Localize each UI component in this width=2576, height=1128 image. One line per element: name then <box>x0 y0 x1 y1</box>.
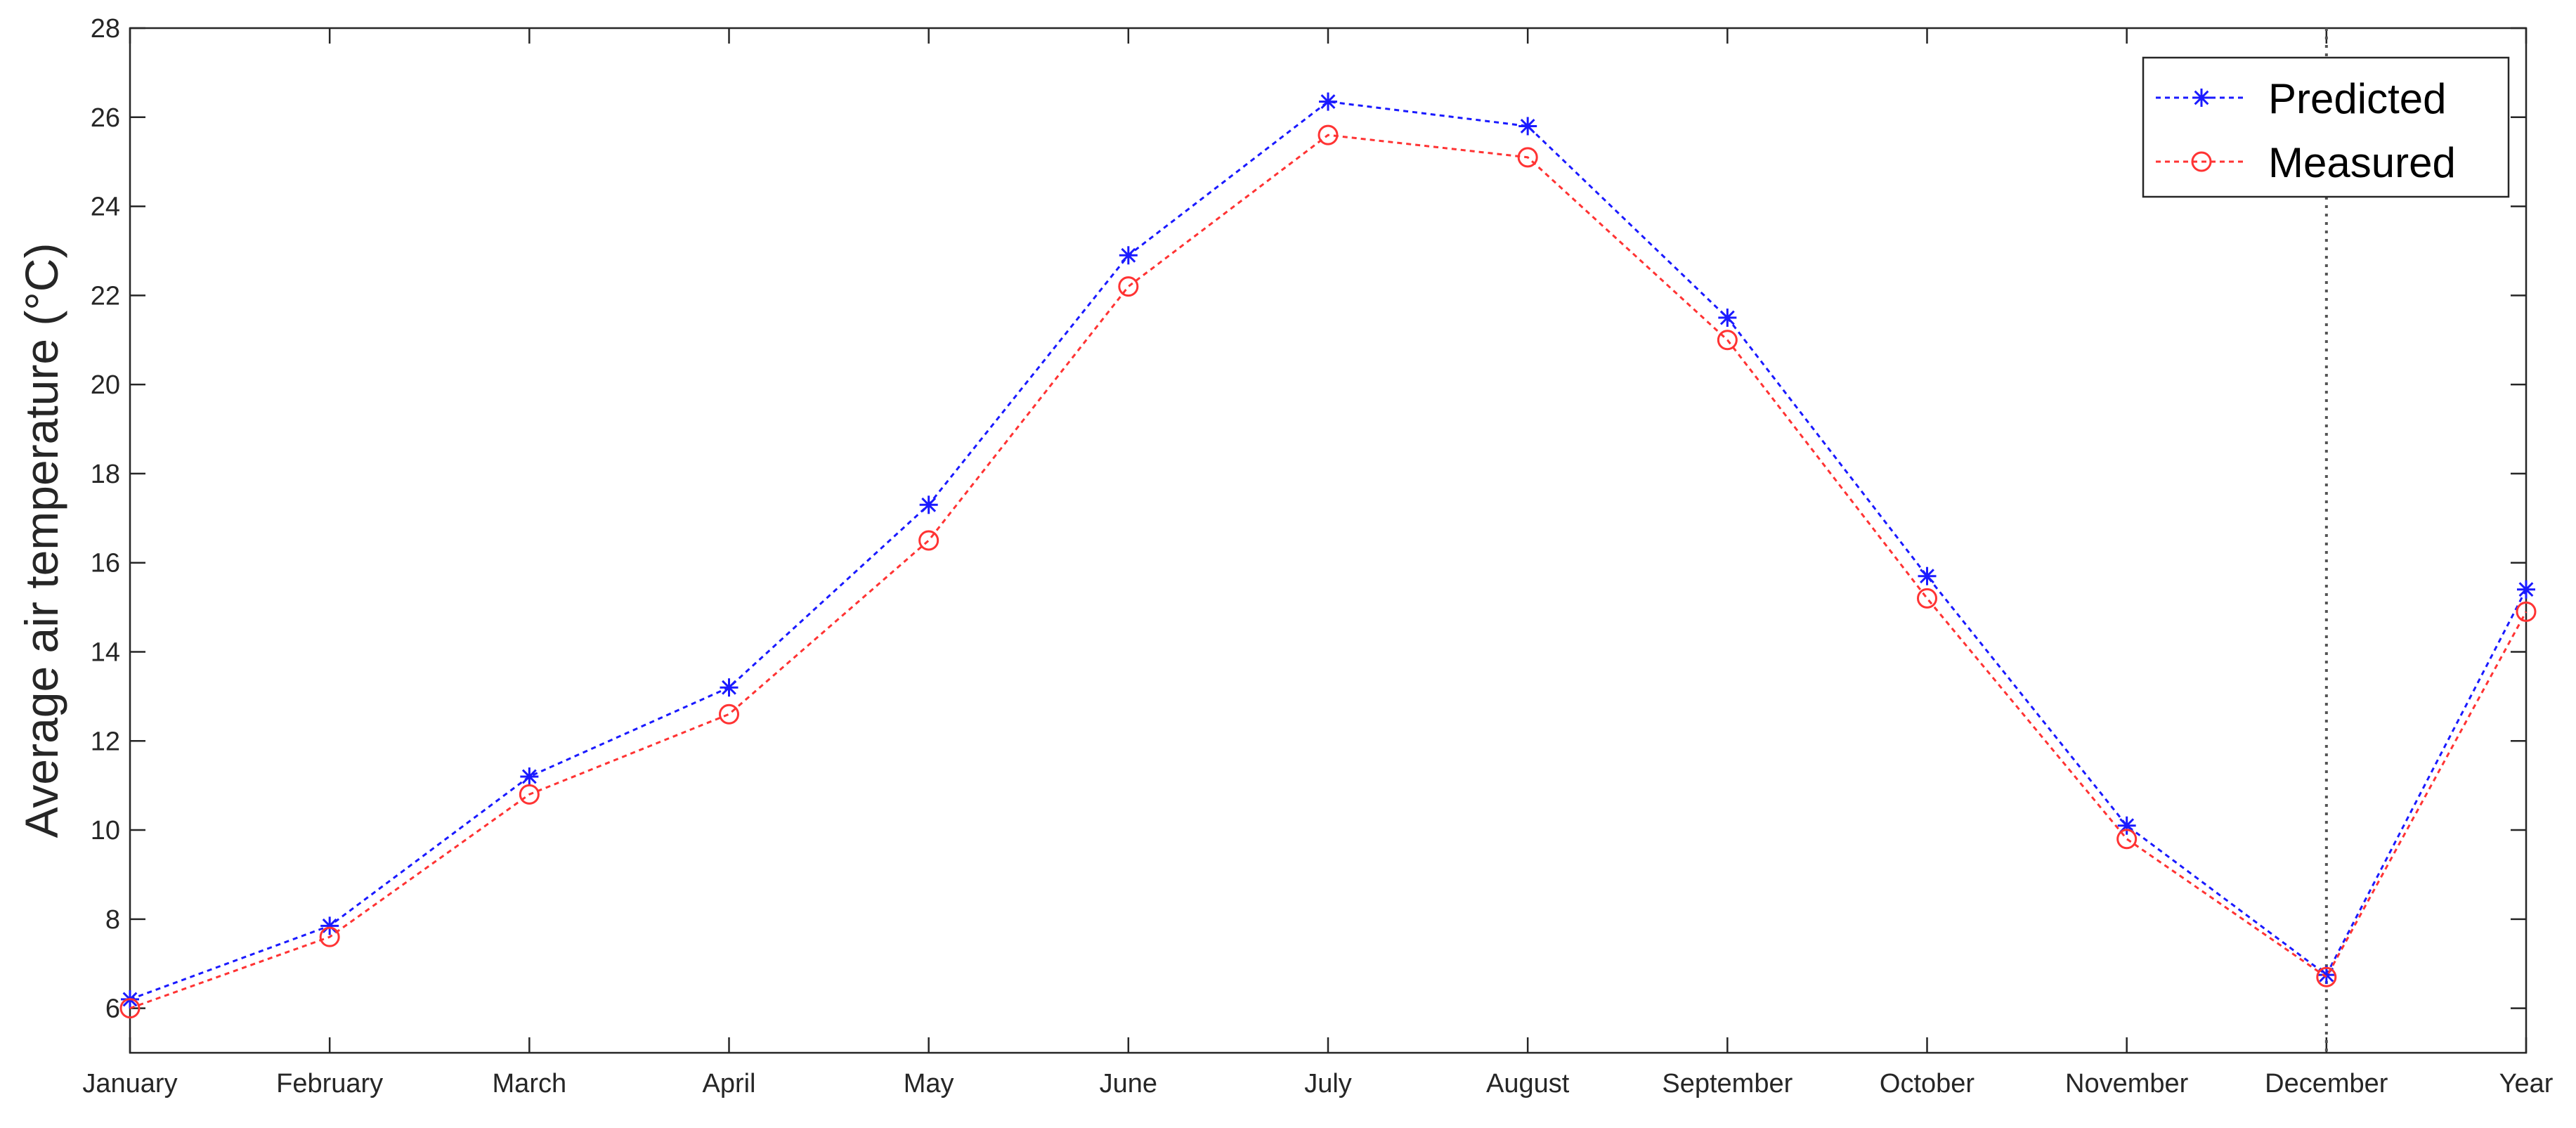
legend-box <box>2142 56 2510 198</box>
data-point-measured <box>1717 330 1738 351</box>
legend-label-predicted: Predicted <box>2268 75 2446 122</box>
series-line-predicted <box>129 101 2528 1001</box>
x-tick-label: August <box>1486 1069 1570 1098</box>
legend-marker-predicted <box>2192 89 2211 107</box>
x-tick-label: February <box>276 1069 383 1098</box>
x-tick-label: September <box>1662 1069 1793 1098</box>
data-point-predicted <box>1718 309 1737 328</box>
y-tick-label: 28 <box>91 14 120 44</box>
y-tick-label: 10 <box>91 816 120 845</box>
data-point-measured <box>2116 829 2138 850</box>
data-point-measured <box>2516 601 2537 622</box>
data-point-measured <box>1118 276 1139 297</box>
data-point-measured <box>119 998 141 1019</box>
x-tick-label: March <box>493 1069 567 1098</box>
data-point-predicted <box>919 495 938 514</box>
data-point-measured <box>918 530 939 551</box>
x-tick-label: January <box>82 1069 177 1098</box>
legend: Predicted Measured <box>2142 56 2510 198</box>
data-point-measured <box>319 926 340 947</box>
legend-marker-measured <box>2191 151 2212 172</box>
data-point-predicted <box>1119 246 1138 265</box>
data-point-measured <box>1517 147 1538 168</box>
data-point-predicted <box>2517 580 2535 599</box>
data-point-predicted <box>1918 566 1937 585</box>
series-layer <box>119 92 2537 1019</box>
y-tick-label: 14 <box>91 637 120 667</box>
data-point-measured <box>2316 966 2337 987</box>
x-tick-label: July <box>1304 1069 1352 1098</box>
x-tick-label: October <box>1880 1069 1975 1098</box>
y-tick-label: 18 <box>91 460 120 489</box>
y-tick-label: 26 <box>91 103 120 133</box>
y-tick-label: 20 <box>91 370 120 400</box>
data-point-predicted <box>1319 92 1337 111</box>
x-tick-label: November <box>2065 1069 2189 1098</box>
series-line-measured <box>129 134 2528 1010</box>
legend-label-measured: Measured <box>2268 139 2456 186</box>
y-tick-label: 6 <box>105 994 120 1024</box>
x-tick-label: April <box>702 1069 755 1098</box>
y-tick-label: 12 <box>91 727 120 756</box>
data-point-predicted <box>320 916 339 935</box>
data-point-predicted <box>520 767 539 786</box>
x-tick-label: May <box>904 1069 954 1098</box>
x-tick-label: Year <box>2499 1069 2554 1098</box>
data-point-measured <box>1917 588 1937 609</box>
y-tick-label: 16 <box>91 549 120 578</box>
data-point-predicted <box>1518 117 1537 136</box>
data-point-measured <box>519 784 540 805</box>
y-tick-label: 8 <box>105 905 120 935</box>
x-tick-label: December <box>2265 1069 2388 1098</box>
data-point-measured <box>719 704 739 725</box>
x-tick-label: June <box>1100 1069 1157 1098</box>
data-point-predicted <box>720 678 739 697</box>
data-point-measured <box>1318 124 1339 145</box>
y-axis-label: Average air temperature (°C) <box>15 243 67 838</box>
axes-layer: 6 8 10 12 14 16 18 20 22 24 26 28 January February Mar… <box>15 14 2554 1098</box>
y-tick-label: 22 <box>91 281 120 311</box>
y-tick-label: 24 <box>91 193 120 222</box>
